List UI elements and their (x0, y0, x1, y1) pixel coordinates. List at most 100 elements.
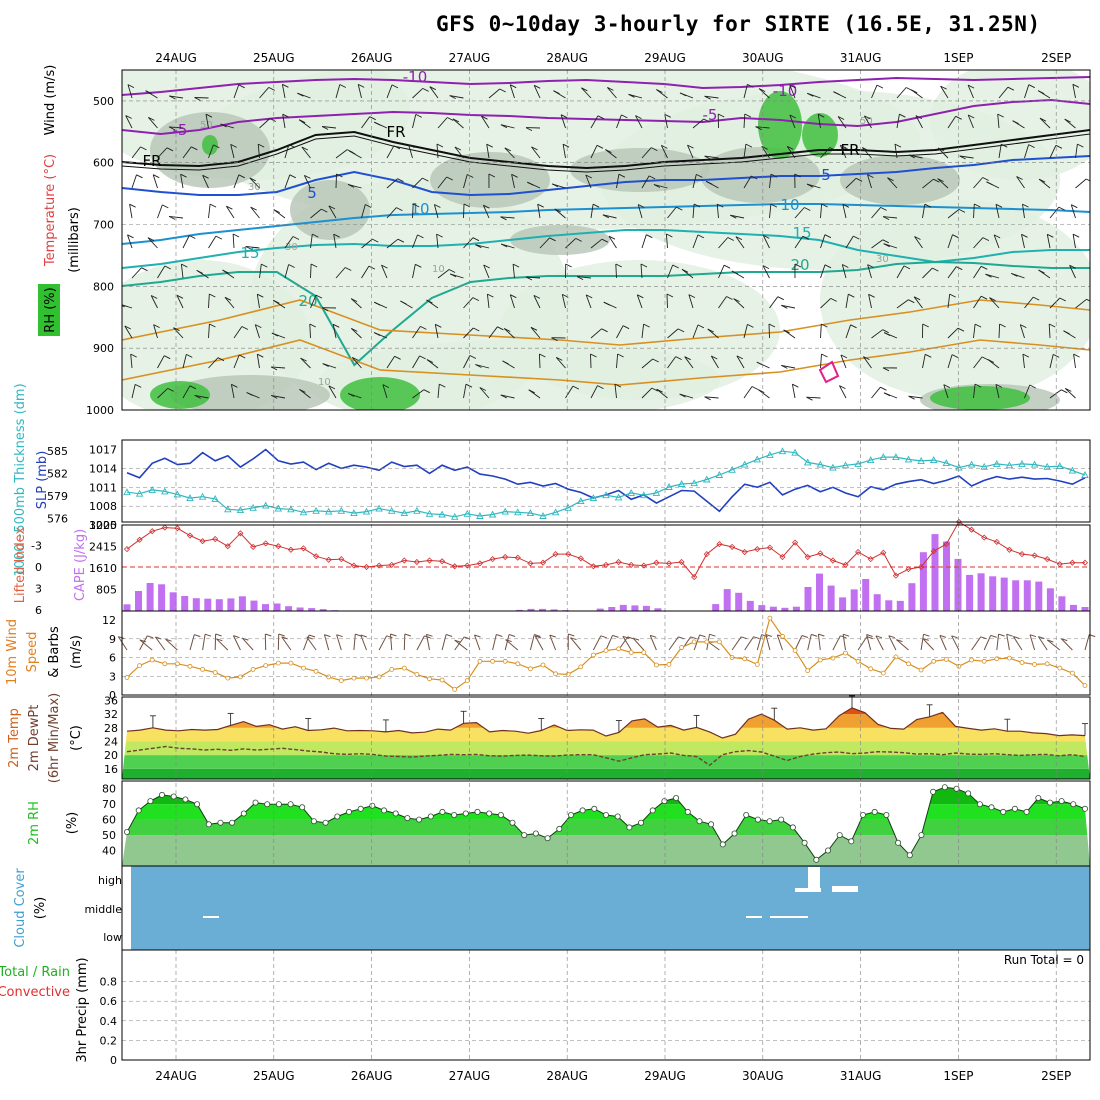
thickness-point-15 (312, 506, 320, 514)
wind10-point-50 (754, 662, 760, 667)
wind-barb-506 (704, 95, 719, 99)
wind10-point-44 (679, 645, 684, 650)
wind-barb-94 (233, 174, 240, 189)
wind-barb-flag-177 (339, 84, 347, 88)
wind-barb-flag-229 (396, 207, 403, 212)
wind-barb-532 (743, 144, 747, 159)
wind10-barb-tick-66 (951, 635, 958, 639)
lifted-tick-1: 0 (35, 561, 42, 574)
lifted-tick-0: -3 (31, 540, 42, 553)
wind-barb-flag-415 (590, 353, 597, 358)
date-label-bottom-8: 1SEP (943, 1069, 973, 1083)
wind-barb-632 (845, 324, 852, 339)
cloud-high-2 (832, 886, 858, 892)
wind-barb-flag-623 (855, 177, 863, 182)
lifted-point-68 (981, 534, 988, 541)
wind-barb-flag-357 (531, 146, 538, 151)
wind-barb-272 (433, 204, 439, 219)
panel-wind10-frame (121, 610, 1091, 696)
wind10-point-45 (691, 639, 697, 645)
wind-barb-flag-41 (163, 355, 171, 360)
rh2m-point-21 (369, 802, 376, 809)
thickness-point-55 (816, 460, 825, 468)
wind-barb-352 (533, 85, 541, 99)
wind10-barb-52 (776, 634, 783, 651)
cape-bar-8 (215, 599, 223, 611)
cape-bar-60 (816, 573, 823, 611)
wind-barb-flag-343 (512, 263, 520, 268)
wind10-barb-tick-35 (568, 633, 575, 637)
rh-label-5: 10 (432, 264, 445, 275)
lifted-point-0 (123, 546, 131, 553)
wind-barb-flag-5 (140, 146, 147, 151)
date-label-bottom-5: 29AUG (644, 1069, 686, 1083)
wind-barb-598 (820, 147, 831, 159)
wind-barb-flag-363 (549, 237, 556, 242)
wind10-barb-tick-63 (923, 633, 930, 637)
lifted-point-14 (300, 545, 307, 552)
wind-barb-flag-295 (463, 203, 471, 208)
wind-barb-flag-87 (194, 394, 201, 399)
wind-barb-flag-129 (257, 353, 264, 358)
wind-barb-flag-567 (768, 323, 776, 328)
wind-barb-458 (641, 358, 653, 369)
cape-bar-58 (792, 606, 800, 611)
wind-barb-flag-191 (321, 307, 329, 312)
wind-barb-flag-637 (839, 385, 846, 390)
wind10-barb-54 (807, 634, 812, 651)
wind-barb-flag-809 (1048, 323, 1056, 328)
rh-area-15 (290, 180, 370, 240)
wind-barb-764 (998, 323, 1001, 339)
temp-tick-0: 36 (104, 694, 118, 707)
wind-barb-flag-491 (696, 173, 703, 178)
wind-barb-182 (335, 173, 337, 189)
wind-barb-500 (692, 324, 699, 339)
rh2m-point-67 (906, 852, 913, 859)
wind-barb-662 (896, 114, 900, 129)
wind10-point-33 (540, 662, 546, 668)
wind-barb-556 (769, 174, 772, 189)
cape-bar-6 (192, 598, 200, 611)
rh2m-point-41 (603, 812, 610, 819)
wind-barb-330 (509, 84, 515, 99)
wind-barb-480 (667, 356, 677, 369)
wind-barb-flag-699 (922, 323, 929, 328)
wind-barb-730 (959, 155, 974, 159)
wind-barb-flag-549 (751, 386, 759, 390)
temp-tick-4: 20 (104, 749, 118, 762)
wind-barb-flag-319 (475, 244, 482, 249)
precip-total-label: Total / Rain (0, 965, 70, 980)
wind-barb-flag-523 (707, 328, 714, 333)
wind-barb-flag-7 (136, 174, 143, 179)
section-ytick-5: 1000 (86, 404, 114, 417)
panel-precip-bg (122, 950, 1090, 1060)
wind-barb-114 (257, 144, 260, 159)
wind-barb-flag-629 (842, 264, 849, 268)
wind-barb-668 (883, 216, 898, 219)
wind-barb-flag-425 (618, 173, 626, 178)
cape-tick-0: 3220 (89, 519, 117, 532)
thickness-point-38 (602, 491, 610, 499)
wind10-barb-17 (336, 634, 342, 651)
rh2m-point-69 (930, 788, 937, 795)
wind-barb-686 (908, 154, 923, 159)
lifted-point-53 (792, 539, 799, 546)
wind-barb-216 (351, 357, 362, 369)
wind-barb-410 (585, 294, 592, 309)
wind-barb-flag-153 (270, 394, 278, 399)
wind10-point-58 (855, 658, 861, 664)
wind-barb-168 (310, 294, 317, 309)
wind-barb-10 (127, 234, 133, 249)
thickness-point-66 (955, 463, 963, 471)
wind-barb-flag-25 (148, 116, 155, 121)
wind-barb-flag-125 (257, 293, 264, 298)
wind-barb-flag-781 (1021, 233, 1028, 238)
wind-barb-flag-747 (974, 383, 982, 388)
wind-barb-762 (989, 297, 1000, 309)
wind-barb-flag-119 (250, 206, 257, 211)
rh2m-point-23 (392, 810, 399, 817)
isotherm-label-14: 20 (790, 256, 809, 274)
rh2m-point-73 (976, 801, 983, 808)
wind-barb-flag-235 (373, 301, 381, 306)
isotherm-label-13: 20 (298, 292, 317, 310)
